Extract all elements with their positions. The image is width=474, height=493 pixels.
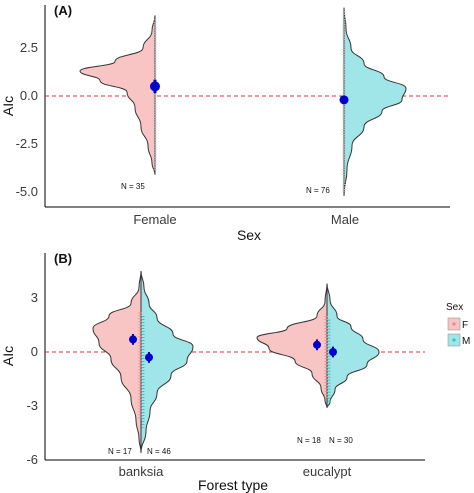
mean-point-eucalypt-f: [313, 340, 321, 349]
ytick-a-neg2.5: -2.5: [16, 136, 38, 151]
n-label-banksia-f: N = 17: [108, 447, 132, 456]
legend-dot-f: [452, 322, 456, 326]
xtick-female: Female: [133, 212, 176, 227]
violin-banksia-m: [140, 270, 194, 453]
panel-b-ylabel: AIc: [0, 346, 16, 366]
legend-label-f: F: [462, 320, 468, 331]
ytick-b-0: 0: [31, 344, 38, 359]
panel-a: (A) N = 35 N = 76 2.5 0.0 -2.5 -5.0 Fema…: [0, 3, 450, 243]
ytick-b-3: 3: [31, 290, 38, 305]
ytick-a-neg5.0: -5.0: [16, 184, 38, 199]
xtick-eucalypt: eucalypt: [303, 464, 352, 479]
ytick-a-2.5: 2.5: [20, 40, 38, 55]
mean-point-female: [150, 81, 160, 92]
legend: Sex F M: [446, 302, 470, 347]
panel-b: (B) N = 17 N = 46 N = 18 N = 30 3 0 -3 -…: [0, 251, 470, 493]
n-label-eucalypt-f: N = 18: [297, 436, 321, 445]
panel-a-ylabel: AIc: [0, 96, 16, 116]
xtick-banksia: banksia: [119, 464, 165, 479]
violin-male: [343, 7, 407, 196]
xtick-male: Male: [331, 212, 359, 227]
violin-banksia-f: [92, 270, 142, 453]
panel-b-label: (B): [54, 251, 72, 266]
mean-point-eucalypt-m: [329, 348, 337, 356]
mean-point-banksia-m: [145, 353, 153, 362]
violin-eucalypt-f: [256, 283, 328, 408]
legend-title: Sex: [446, 302, 463, 313]
mean-point-male: [339, 95, 349, 105]
mean-point-banksia-f: [129, 335, 137, 344]
violin-female: [79, 15, 156, 175]
panel-b-xlabel: Forest type: [198, 477, 268, 493]
ytick-b-neg3: -3: [26, 398, 38, 413]
legend-dot-m: [452, 338, 456, 342]
n-label-female: N = 35: [121, 182, 145, 191]
violin-eucalypt-m: [326, 283, 380, 408]
n-label-eucalypt-m: N = 30: [329, 436, 353, 445]
ytick-b-neg6: -6: [26, 452, 38, 467]
panel-a-label: (A): [54, 3, 72, 18]
panel-a-xlabel: Sex: [237, 227, 261, 243]
legend-label-m: M: [462, 336, 470, 347]
n-label-banksia-m: N = 46: [147, 447, 171, 456]
ytick-a-0.0: 0.0: [20, 88, 38, 103]
n-label-male: N = 76: [306, 186, 330, 195]
